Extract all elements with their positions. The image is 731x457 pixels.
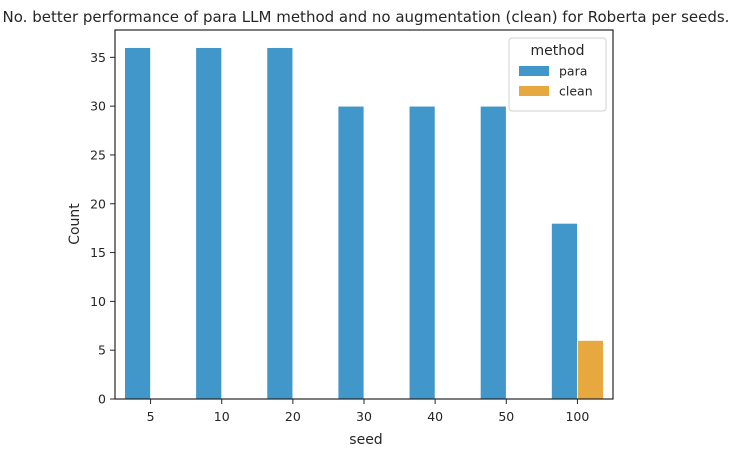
- chart-title: No. better performance of para LLM metho…: [3, 8, 730, 26]
- legend: method para clean: [508, 37, 607, 112]
- legend-label-para: para: [559, 64, 587, 79]
- x-tick-label: 10: [214, 409, 230, 424]
- y-tick-label: 0: [98, 392, 106, 407]
- x-axis-label: seed: [349, 432, 382, 448]
- y-tick-label: 10: [90, 294, 106, 309]
- y-tick-label: 25: [90, 147, 106, 162]
- bar-para-30: [337, 105, 365, 400]
- y-tick-label: 5: [98, 343, 106, 358]
- y-tick-label: 20: [90, 196, 106, 211]
- bar-para-20: [266, 47, 294, 400]
- y-axis-label: Count: [67, 203, 83, 245]
- bar-para-40: [408, 105, 436, 400]
- x-tick-label: 100: [565, 409, 589, 424]
- bar-para-100: [551, 222, 578, 400]
- x-tick-label: 5: [147, 409, 155, 424]
- y-tick-label: 15: [90, 245, 106, 260]
- x-tick-label: 30: [356, 409, 372, 424]
- legend-swatch-clean: [519, 86, 549, 96]
- x-tick-label: 20: [285, 409, 301, 424]
- legend-label-clean: clean: [559, 84, 593, 99]
- y-tick-label: 35: [90, 50, 106, 65]
- bar-clean-100: [577, 340, 604, 400]
- bar-para-50: [479, 105, 507, 400]
- bars-group: [124, 47, 604, 400]
- legend-swatch-para: [519, 66, 549, 76]
- bar-para-5: [124, 47, 151, 400]
- x-tick-label: 40: [427, 409, 443, 424]
- x-tick-label: 50: [498, 409, 514, 424]
- bar-para-10: [195, 47, 223, 400]
- legend-title: method: [530, 43, 584, 59]
- y-tick-label: 30: [90, 99, 106, 114]
- axes-group: 0 5 10 15 20 25 30 35 5 10 20 30 40 50 100: [90, 29, 614, 424]
